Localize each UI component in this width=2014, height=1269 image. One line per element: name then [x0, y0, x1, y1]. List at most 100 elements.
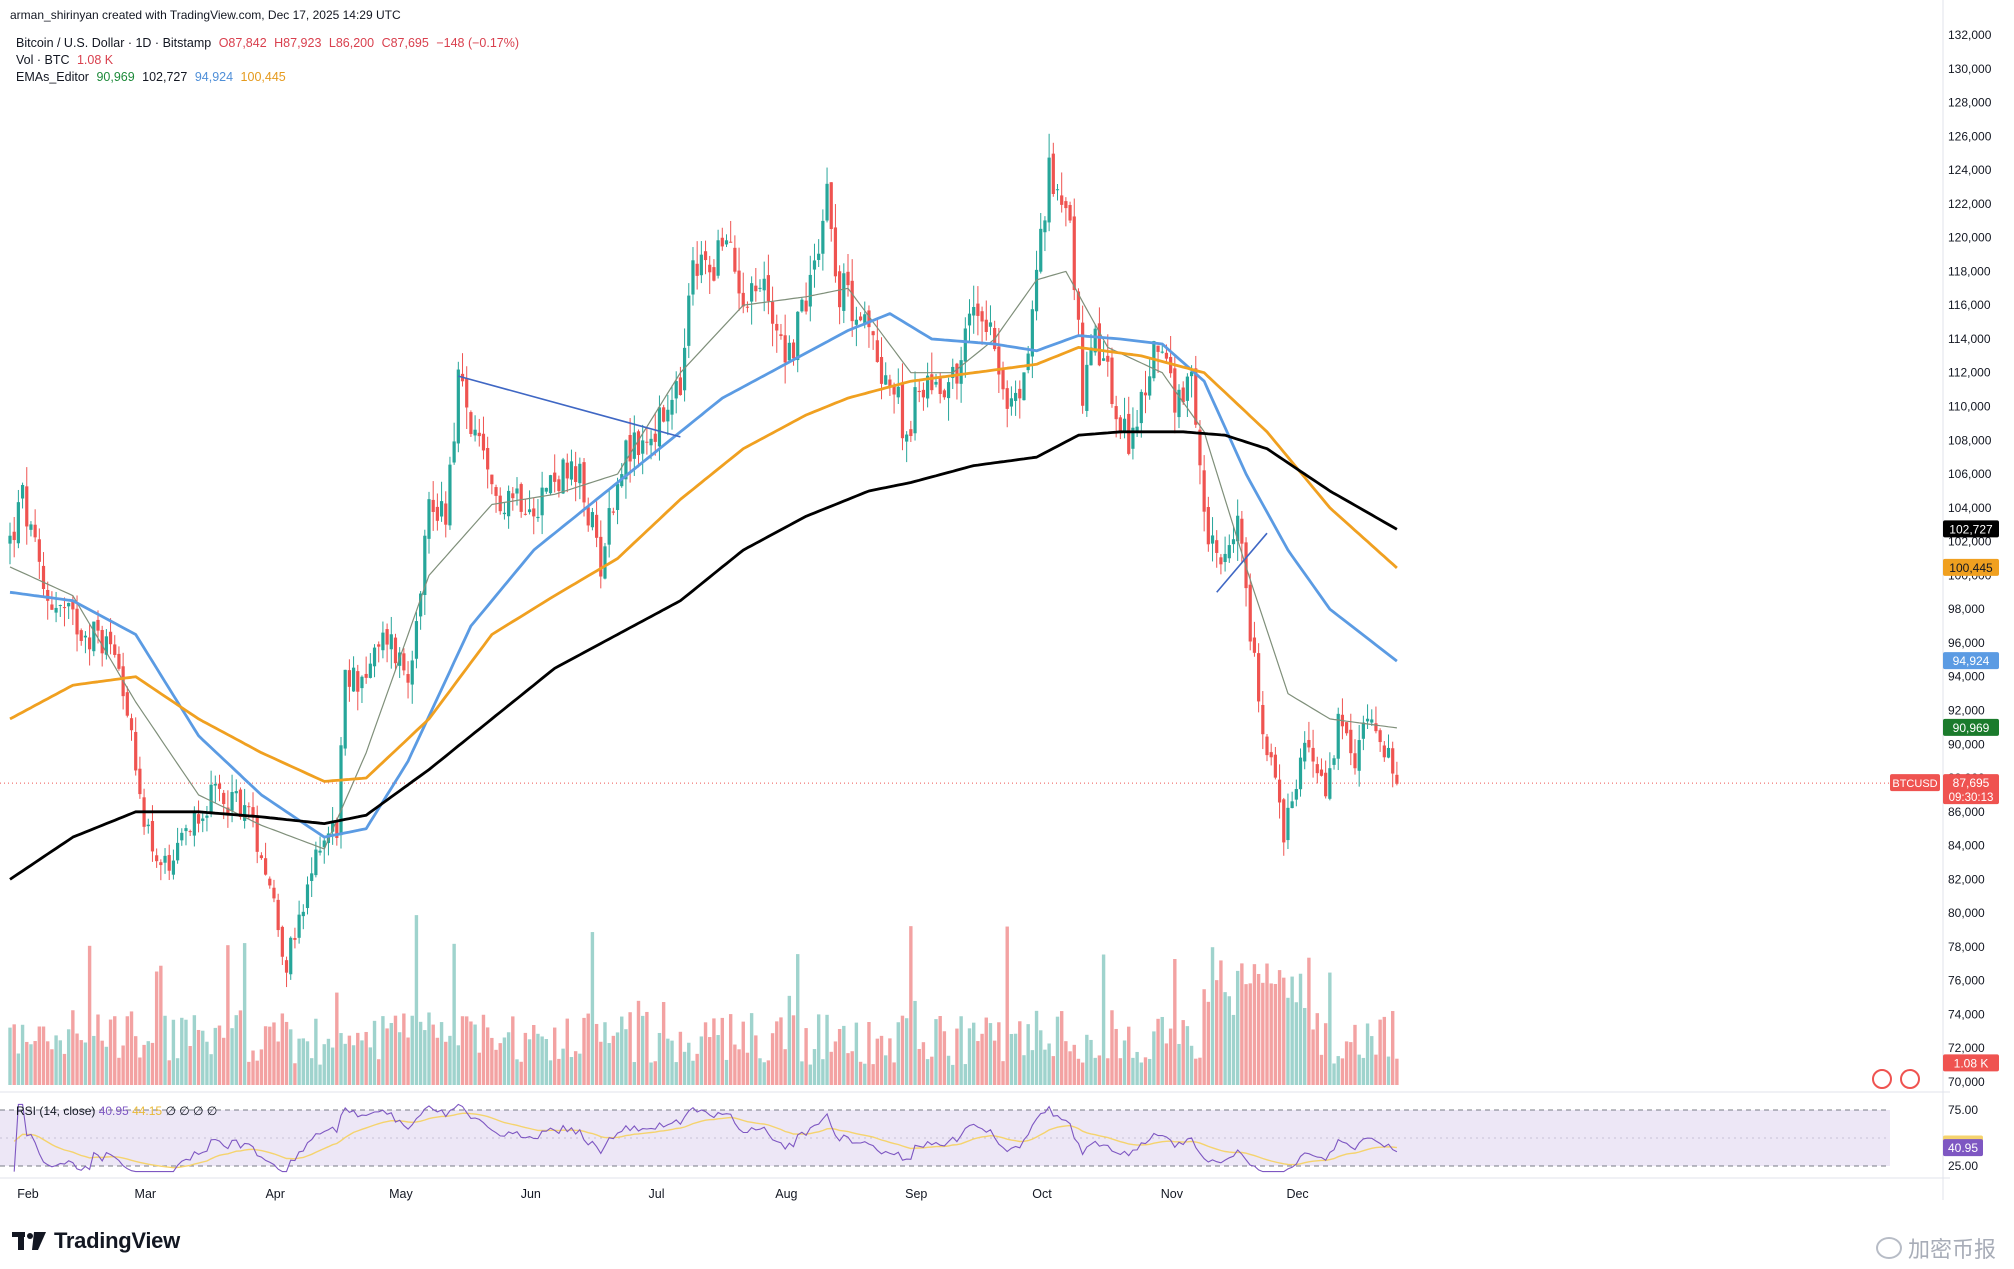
volume-bar [620, 1016, 624, 1085]
volume-bar [1185, 1026, 1190, 1085]
volume-bar [439, 1022, 444, 1085]
volume-bar [1248, 983, 1252, 1085]
emas-label: EMAs_Editor [16, 70, 89, 84]
candle-body [46, 589, 50, 601]
candle-body [113, 644, 117, 655]
rsi-title: RSI (14, close) [16, 1104, 96, 1118]
volume-bar [540, 1036, 544, 1085]
volume-bar [402, 1013, 406, 1085]
volume-legend[interactable]: Vol · BTC 1.08 K [16, 53, 117, 67]
volume-bar [1072, 1044, 1076, 1085]
candle-body [67, 602, 71, 607]
price-axis[interactable]: 70,000 72,000 74,000 76,000 78,000 80,000 82,0… [1948, 28, 1992, 1173]
candle-body [155, 855, 159, 862]
volume-bar [238, 1010, 243, 1085]
candle-body [134, 731, 138, 771]
candle-body [213, 783, 217, 786]
candle-body [1110, 357, 1114, 405]
emas-legend[interactable]: EMAs_Editor 90,969 102,727 94,924 100,44… [16, 70, 290, 84]
candle-body [1009, 398, 1014, 407]
volume-bar [263, 1026, 268, 1085]
volume-bar [1030, 1050, 1035, 1085]
volume-bar [54, 1035, 58, 1085]
candle-body [276, 899, 280, 931]
volume-bar [485, 1027, 490, 1085]
volume-bar [506, 1032, 511, 1085]
candle-body [1039, 228, 1043, 272]
candle-body [913, 387, 917, 434]
volume-bar [615, 1032, 620, 1085]
candle-body [1022, 372, 1026, 401]
volume-bar [423, 1030, 427, 1085]
volume-bar [661, 1002, 666, 1085]
candle-body [1085, 364, 1089, 411]
volume-bar [984, 1017, 988, 1085]
candle-body [942, 390, 946, 398]
price-badge-label: 94,924 [1953, 654, 1990, 668]
candle-body [486, 448, 490, 470]
candle-body [1357, 740, 1361, 771]
candle-body [456, 369, 460, 444]
candle-body [1018, 388, 1022, 399]
volume-bar [955, 1028, 959, 1085]
candle-body [419, 593, 423, 617]
candle-body [909, 429, 913, 437]
candle-body [1156, 345, 1160, 352]
candle-body [871, 331, 875, 336]
candle-body [691, 260, 695, 295]
volume-bar [1382, 1016, 1387, 1085]
rsi-legend[interactable]: RSI (14, close) 40.95 44.15 ∅ ∅ ∅ ∅ [16, 1104, 217, 1118]
ema-value-100: 100,445 [240, 70, 286, 84]
volume-bar [71, 1010, 75, 1085]
candle-body [1319, 769, 1324, 776]
candle-body [645, 441, 649, 443]
volume-bar [737, 1049, 741, 1085]
candle-body [812, 260, 817, 270]
volume-bar [33, 1041, 37, 1085]
volume-bar [209, 1054, 213, 1085]
price-badge-label: 1.08 K [1954, 1056, 1989, 1070]
volume-bar [276, 1041, 280, 1085]
volume-bar [703, 1022, 708, 1085]
volume-bar [473, 1024, 477, 1085]
volume-bar [695, 1053, 699, 1085]
volume-bar [1298, 973, 1303, 1085]
candle-body [356, 671, 360, 692]
symbol-legend[interactable]: Bitcoin / U.S. Dollar · 1D · Bitstamp O8… [16, 36, 523, 50]
volume-bar [364, 1031, 368, 1085]
volume-bar [29, 1044, 33, 1085]
price-tick-label: 82,000 [1948, 872, 1985, 886]
volume-bar [163, 1015, 167, 1085]
volume-bar [1215, 980, 1219, 1085]
candle-body [37, 539, 41, 562]
volume-bar [921, 1042, 926, 1085]
volume-bar [1311, 1029, 1315, 1085]
volume-bar [917, 1048, 921, 1085]
volume-bar [410, 1015, 414, 1085]
volume-bar [976, 1041, 980, 1085]
volume-bar [125, 1016, 130, 1085]
candle-body [339, 745, 343, 836]
candle-body [1127, 413, 1131, 454]
candle-body [532, 508, 536, 517]
volume-bar [1273, 983, 1278, 1085]
candle-body [217, 783, 222, 789]
price-tick-label: 94,000 [1948, 670, 1985, 684]
candle-body [1118, 417, 1122, 434]
candle-body [1076, 291, 1081, 320]
price-tick-label: 102,000 [1948, 535, 1992, 549]
candle-body [439, 501, 444, 517]
volume-bar [1093, 1057, 1097, 1085]
volume-bar [1319, 1054, 1324, 1085]
volume-bar [1055, 1016, 1060, 1085]
volume-bar [674, 1062, 678, 1085]
volume-bar [385, 1028, 389, 1085]
price-tick-label: 72,000 [1948, 1041, 1985, 1055]
candle-body [1143, 392, 1148, 396]
candle-body [372, 647, 377, 667]
candle-body [737, 270, 741, 294]
time-axis[interactable]: Feb Mar Apr May Jun Jul Aug Sep Oct Nov Dec [17, 1187, 1308, 1201]
volume-bar [904, 1018, 909, 1085]
tradingview-brand[interactable]: TradingView [12, 1228, 180, 1254]
